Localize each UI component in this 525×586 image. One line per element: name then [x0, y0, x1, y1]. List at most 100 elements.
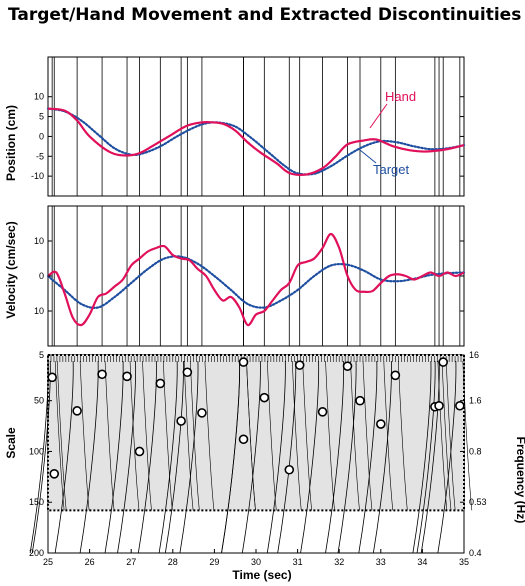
- position-target-line: [46, 107, 466, 176]
- scale-ylabel: Scale: [4, 427, 18, 459]
- time-xtick-label: 26: [85, 557, 95, 567]
- time-xtick-label: 28: [168, 557, 178, 567]
- velocity-hand-line: [47, 232, 465, 327]
- contour-line: [362, 360, 373, 511]
- extremum-marker: [355, 395, 365, 406]
- extremum-marker: [197, 408, 207, 418]
- contour-line: [117, 360, 137, 554]
- contour-line: [350, 360, 360, 511]
- contour-line: [221, 360, 241, 554]
- position-ytick-label: -5: [36, 151, 44, 161]
- time-xlabel: Time (sec): [232, 568, 291, 582]
- contour-line: [142, 360, 152, 511]
- contour-line: [383, 360, 394, 511]
- extremum-marker: [182, 367, 193, 378]
- extremum-marker: [438, 357, 449, 367]
- contour-line: [398, 360, 408, 511]
- velocity-layer: [46, 206, 466, 346]
- tick-layer: 1050-5-1010010550100150200161.60.80.530.…: [29, 92, 487, 567]
- velocity-target-line: [46, 255, 466, 309]
- contour-line: [300, 360, 320, 554]
- extremum-marker: [238, 357, 249, 367]
- time-xtick-label: 27: [126, 557, 136, 567]
- contour-line: [54, 360, 65, 511]
- time-xtick-label: 34: [417, 557, 427, 567]
- extremum-marker: [122, 371, 132, 382]
- contour-line: [137, 360, 157, 554]
- position-ylabel: Position (cm): [4, 105, 18, 181]
- contour-line: [437, 360, 457, 554]
- contour-line: [267, 360, 277, 511]
- scale-ytick-label: 5: [39, 350, 44, 360]
- extremum-marker: [317, 407, 328, 417]
- contour-line: [266, 360, 286, 554]
- time-xtick-label: 33: [376, 557, 386, 567]
- scale-ytick-label: 50: [34, 396, 44, 406]
- contour-line: [204, 360, 215, 511]
- contour-line: [241, 360, 261, 554]
- velocity-panel: [47, 205, 465, 347]
- contour-line: [325, 360, 345, 554]
- time-xtick-label: 31: [293, 557, 303, 567]
- contour-line: [277, 360, 297, 554]
- position-ytick-label: 5: [39, 112, 44, 122]
- contour-line: [445, 360, 456, 511]
- position-panel: [47, 56, 465, 197]
- target-annotation-leader: [359, 149, 377, 164]
- extremum-marker: [238, 434, 249, 445]
- velocity-ytick-label: 0: [39, 271, 44, 281]
- chart-title: Target/Hand Movement and Extracted Disco…: [8, 5, 521, 25]
- hand-annotation-leader: [369, 103, 388, 129]
- contour-line: [179, 360, 199, 554]
- velocity-ytick-label: 10: [34, 236, 44, 246]
- frequency-ytick-label: 16: [469, 350, 479, 360]
- position-layer: Hand Target: [46, 57, 466, 196]
- contour-line: [79, 360, 90, 511]
- hand-annotation: Hand: [385, 89, 416, 104]
- contour-line: [420, 360, 440, 554]
- extremum-marker: [390, 370, 401, 381]
- frequency-ytick-label: 0.4: [469, 548, 482, 558]
- contour-line: [337, 360, 357, 554]
- extremum-marker: [97, 369, 107, 380]
- contour-line: [163, 360, 173, 511]
- extremum-marker: [176, 416, 186, 426]
- scale-ytick-label: 100: [29, 446, 44, 456]
- contour-line: [412, 360, 432, 554]
- frequency-ylabel: Frequency (Hz): [514, 437, 525, 524]
- contour-line: [246, 360, 256, 511]
- contour-line: [54, 360, 74, 554]
- extremum-marker: [294, 360, 305, 370]
- extremum-marker: [155, 378, 166, 389]
- extremum-marker: [49, 468, 60, 479]
- scale-ytick-label: 200: [29, 548, 44, 558]
- contour-line: [325, 360, 335, 511]
- scale-ytick-label: 150: [29, 497, 44, 507]
- time-xtick-label: 30: [251, 557, 261, 567]
- contour-line: [302, 360, 312, 511]
- position-ytick-label: -10: [31, 171, 44, 181]
- contour-line: [358, 360, 378, 554]
- extremum-marker: [259, 392, 270, 403]
- contour-line: [437, 360, 448, 511]
- contour-line: [56, 360, 67, 511]
- velocity-ylabel: Velocity (cm/sec): [4, 221, 18, 318]
- contour-line: [416, 360, 436, 554]
- velocity-ytick-label: 10: [34, 306, 44, 316]
- time-xtick-label: 29: [209, 557, 219, 567]
- position-ytick-label: 0: [39, 131, 44, 141]
- time-xtick-label: 25: [43, 557, 53, 567]
- contour-line: [29, 360, 49, 554]
- contour-line: [164, 360, 184, 554]
- position-hand-line: [47, 107, 465, 177]
- scale-band: [47, 354, 465, 512]
- extremum-marker: [134, 446, 145, 457]
- extremum-marker: [72, 406, 82, 416]
- contour-line: [462, 360, 473, 511]
- frequency-ytick-label: 1.6: [469, 396, 482, 406]
- extremum-marker: [434, 400, 444, 411]
- contour-line: [441, 360, 452, 511]
- extremum-marker: [455, 400, 465, 411]
- contour-line: [291, 360, 302, 511]
